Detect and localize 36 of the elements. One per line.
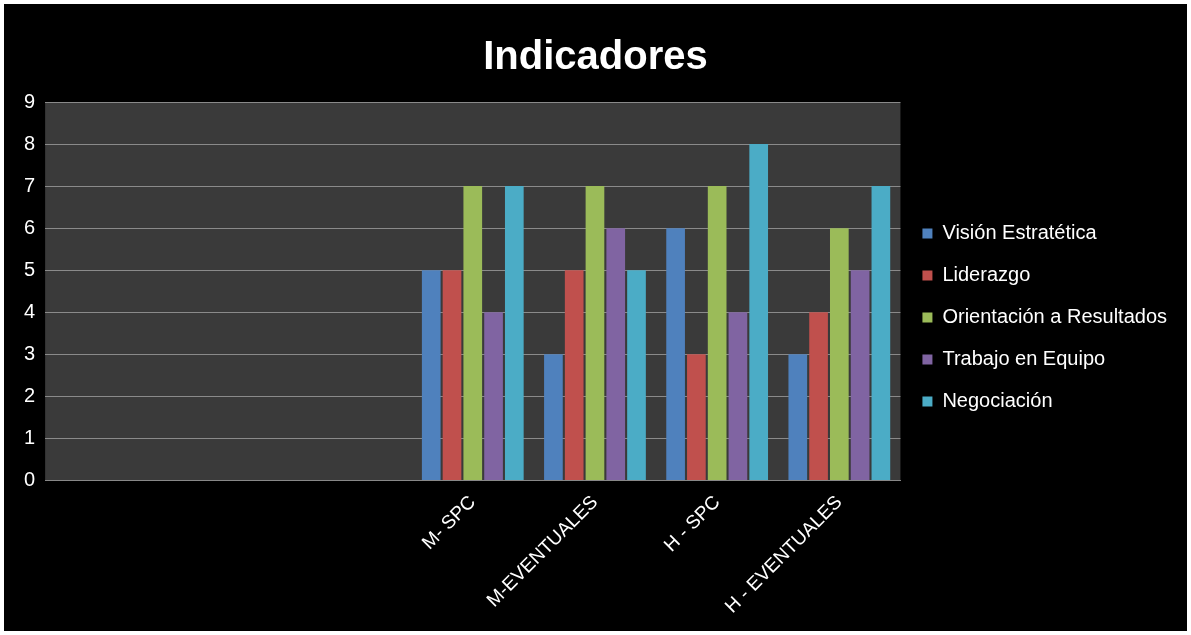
y-tick-label: 5 (24, 257, 36, 280)
chart-title: Indicadores (483, 33, 708, 78)
bar (871, 186, 891, 480)
y-tick-label: 4 (24, 299, 36, 322)
bar (421, 270, 441, 480)
bar (728, 312, 748, 480)
bar (788, 354, 808, 480)
bar (829, 228, 849, 480)
bar (809, 312, 828, 480)
legend-label: Trabajo en Equipo (942, 347, 1106, 370)
legend-label: Negociación (942, 389, 1053, 412)
y-tick-label: 7 (24, 173, 36, 196)
bar (627, 270, 646, 480)
bar (606, 228, 626, 480)
y-tick-label: 3 (24, 341, 36, 364)
legend-label: Visión Estratética (942, 221, 1098, 244)
bar (463, 186, 483, 480)
y-tick-label: 2 (24, 383, 36, 406)
bar (666, 228, 685, 480)
y-tick-label: 9 (24, 89, 36, 112)
y-tick-label: 8 (24, 131, 36, 154)
legend-label: Orientación a Resultados (942, 305, 1168, 328)
y-tick-label: 0 (24, 467, 36, 490)
bar (687, 354, 706, 480)
y-tick-label: 1 (24, 425, 36, 448)
y-tick-label: 6 (24, 215, 36, 238)
bar (850, 270, 870, 480)
bar (504, 186, 524, 480)
bar (749, 144, 769, 480)
bar (564, 270, 584, 480)
bar (484, 312, 503, 480)
legend-label: Liderazgo (942, 263, 1031, 286)
bar (585, 186, 605, 480)
bar (544, 354, 563, 480)
bar (442, 270, 462, 480)
bar (707, 186, 727, 480)
